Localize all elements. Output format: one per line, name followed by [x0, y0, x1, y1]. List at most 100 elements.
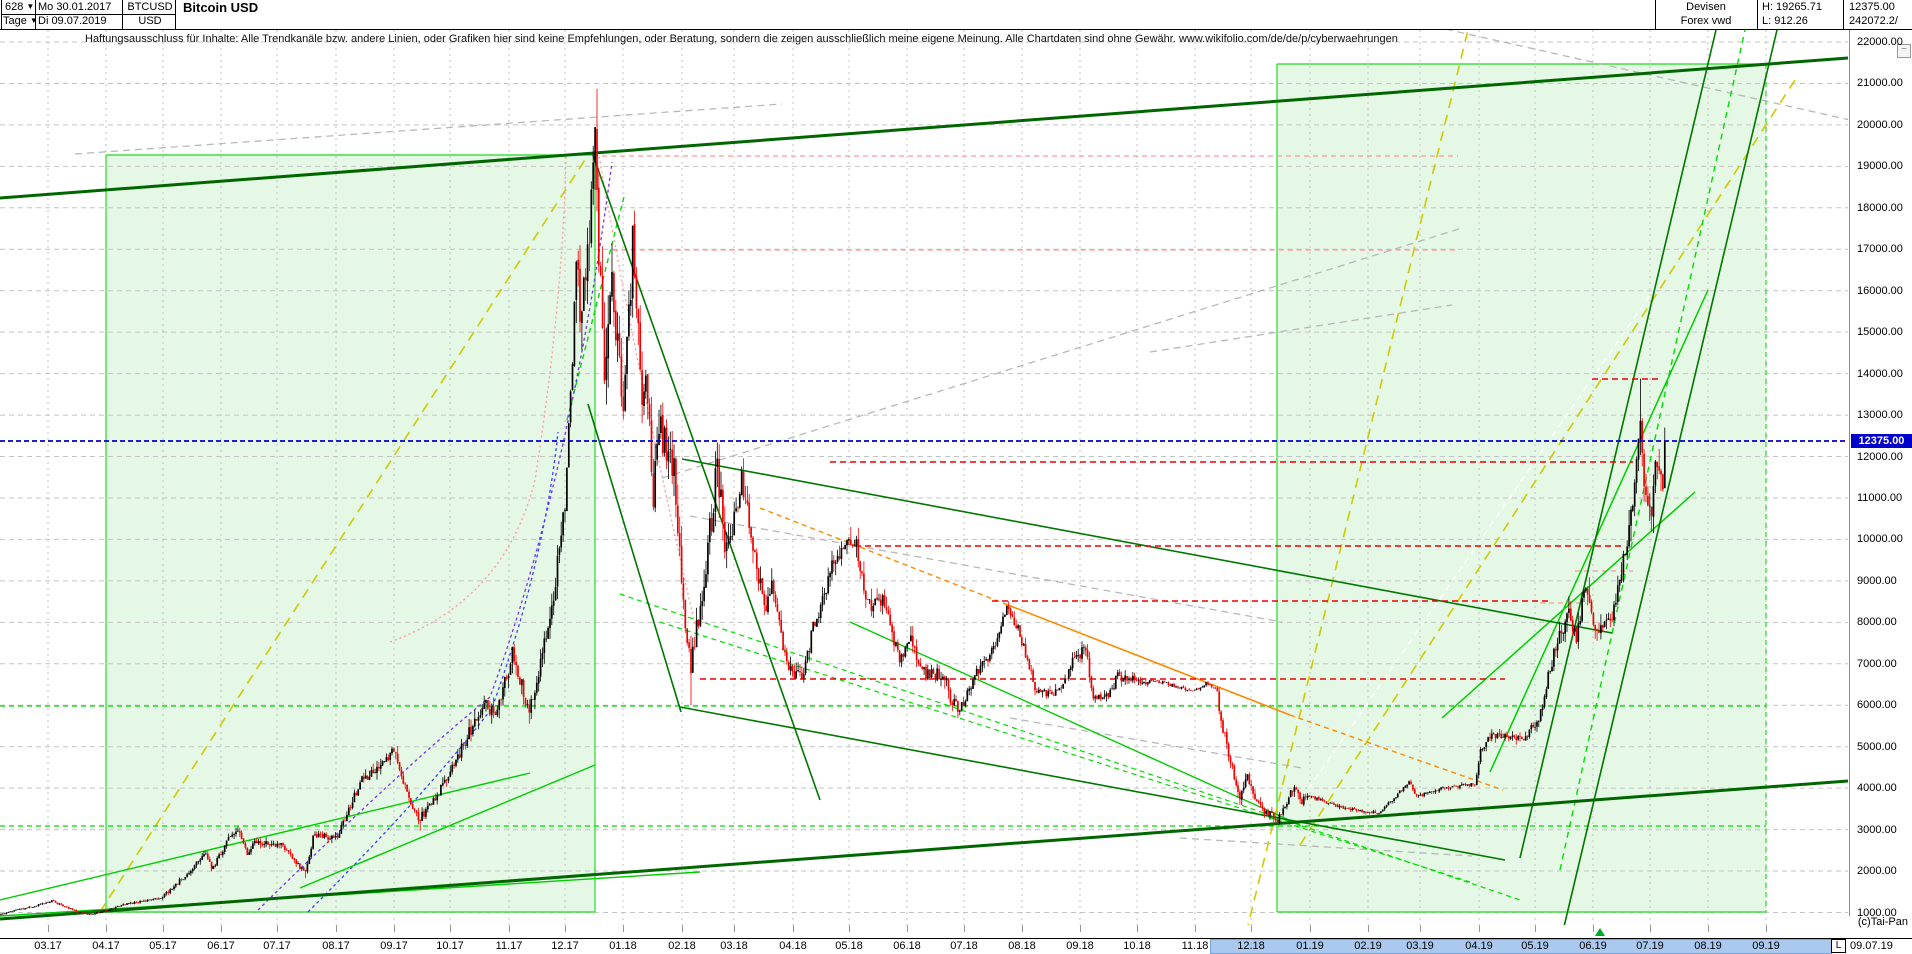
trend-line[interactable] [1241, 29, 1469, 951]
month-label: 04.18 [779, 940, 807, 952]
price-axis-label: 6000.00 [1857, 699, 1897, 712]
trend-line[interactable] [1559, 29, 1746, 871]
trend-line[interactable] [566, 192, 626, 421]
price-axis-label: 11000.00 [1857, 491, 1903, 504]
price-axis-label: 13000.00 [1857, 409, 1903, 422]
trend-line[interactable] [1179, 837, 1473, 857]
trend-line[interactable] [99, 154, 589, 913]
trend-line[interactable] [759, 507, 1004, 604]
month-label: 04.17 [92, 940, 120, 952]
month-label: 01.18 [609, 940, 637, 952]
header-bar: 628 ▼ Tage ▼ Mo 30.01.2017 Di 09.07.2019… [0, 0, 1912, 30]
trend-line[interactable] [1289, 714, 1504, 791]
disclaimer-text: Haftungsausschluss für Inhalte: Alle Tre… [85, 33, 1398, 45]
trend-line[interactable] [592, 154, 821, 801]
month-label: 07.19 [1636, 940, 1664, 952]
month-label: 06.19 [1579, 940, 1607, 952]
trend-line[interactable] [1557, 29, 1778, 953]
price-axis-label: 5000.00 [1857, 740, 1897, 753]
month-tick [48, 925, 49, 932]
chevron-down-icon: ▼ [29, 16, 38, 25]
month-label: 01.19 [1296, 940, 1324, 952]
trend-line[interactable] [594, 131, 696, 626]
header-divider [1, 14, 175, 15]
month-label: 06.18 [893, 940, 921, 952]
bars-count-dropdown[interactable]: 628 ▼ [5, 1, 35, 13]
trend-line[interactable] [1149, 304, 1453, 353]
trend-line[interactable] [659, 621, 1471, 883]
trend-line[interactable] [689, 515, 1283, 623]
price-axis-label: 22000.00 [1857, 36, 1903, 48]
candle-bodies-up [0, 127, 1666, 915]
price-axis-label: 18000.00 [1857, 201, 1903, 214]
last-date-label: 09.07.19 [1850, 940, 1893, 952]
month-tick [163, 925, 164, 932]
month-label: 03.18 [720, 940, 748, 952]
month-tick [1195, 925, 1196, 932]
trend-line[interactable] [0, 56, 1849, 200]
price-chart-svg[interactable] [0, 7, 1851, 953]
price-axis-label: 12000.00 [1857, 450, 1903, 463]
month-label: 07.17 [263, 940, 291, 952]
month-tick [509, 925, 510, 932]
month-label: 05.19 [1521, 940, 1549, 952]
trend-line[interactable] [307, 431, 559, 913]
trend-line[interactable] [619, 593, 1521, 901]
trend-line[interactable] [1519, 29, 1717, 859]
month-tick [1593, 925, 1594, 932]
chart-canvas[interactable]: Haftungsausschluss für Inhalte: Alle Tre… [0, 7, 1851, 953]
month-label: 08.18 [1008, 940, 1036, 952]
chart-title: Bitcoin USD [183, 1, 259, 15]
trend-line[interactable] [1489, 289, 1709, 773]
currency: USD [138, 15, 162, 27]
trend-line[interactable] [849, 621, 1301, 826]
month-label: 02.18 [668, 940, 696, 952]
trend-line[interactable] [0, 779, 1849, 921]
month-label: 03.17 [34, 940, 62, 952]
trend-line[interactable] [299, 764, 596, 889]
month-label: 08.19 [1694, 940, 1722, 952]
month-label: 09.17 [380, 940, 408, 952]
collapse-button[interactable]: − [1897, 44, 1911, 58]
month-tick [907, 925, 908, 932]
month-tick [1310, 925, 1311, 932]
price-axis-label: 16000.00 [1857, 284, 1903, 297]
trend-line[interactable] [1301, 291, 1653, 799]
month-tick [1650, 925, 1651, 932]
period-high: H: 19265.71 [1762, 1, 1822, 13]
trend-line[interactable] [587, 403, 682, 713]
month-tick [1420, 925, 1421, 932]
month-tick [450, 925, 451, 932]
month-label: 03.19 [1406, 940, 1434, 952]
price-axis-label: 2000.00 [1857, 865, 1897, 878]
price-axis-label: 15000.00 [1857, 326, 1903, 339]
price-axis-label: 19000.00 [1857, 160, 1903, 173]
trend-line[interactable] [679, 706, 1506, 861]
month-tick [1080, 925, 1081, 932]
trend-line[interactable] [1002, 602, 1291, 716]
month-tick [964, 925, 965, 932]
header-value1: 12375.00 [1849, 1, 1895, 13]
month-tick [623, 925, 624, 932]
price-axis-label: 14000.00 [1857, 367, 1903, 380]
month-label: 12.18 [1237, 940, 1265, 952]
price-axis-label: 9000.00 [1857, 574, 1897, 587]
trend-line[interactable] [74, 103, 783, 155]
trend-line[interactable] [661, 227, 1463, 479]
price-axis[interactable]: − 12375.00 22000.00 21000.00 20000.00 19000… [1849, 30, 1912, 938]
period-dropdown[interactable]: Tage ▼ [3, 15, 38, 27]
price-axis-label: 7000.00 [1857, 657, 1897, 670]
trend-line[interactable] [389, 156, 567, 643]
period-low: L: 912.26 [1762, 15, 1808, 27]
source-line2: Forex vwd [1680, 15, 1732, 27]
price-axis-label: 10000.00 [1857, 533, 1903, 546]
date-to: Di 09.07.2019 [38, 15, 107, 27]
month-label: 09.18 [1066, 940, 1094, 952]
month-tick [394, 925, 395, 932]
trend-line[interactable] [1009, 717, 1303, 769]
time-axis[interactable]: (c)Tai-Pan L 09.07.19 03.17 04.17 05.17 06.… [0, 916, 1912, 954]
trend-line[interactable] [257, 161, 613, 911]
month-tick [336, 925, 337, 932]
date-from: Mo 30.01.2017 [38, 1, 112, 13]
month-tick [1708, 925, 1709, 932]
